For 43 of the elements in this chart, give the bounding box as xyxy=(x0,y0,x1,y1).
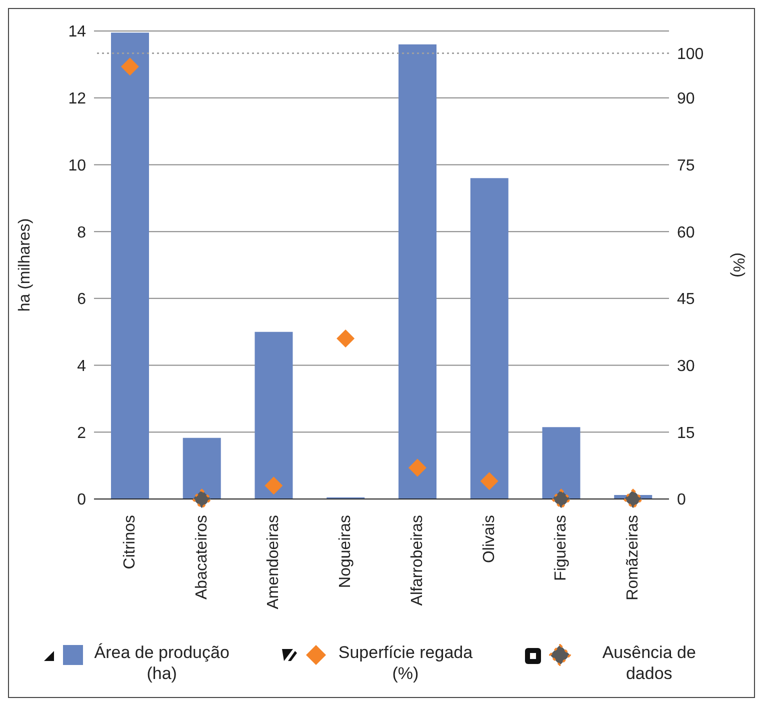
point xyxy=(551,489,572,509)
y2-tick-label: 90 xyxy=(677,90,695,108)
point xyxy=(408,458,426,477)
point xyxy=(480,472,498,490)
y2-tick-label: 0 xyxy=(677,492,686,509)
x-tick-label: Abacateiros xyxy=(193,515,210,600)
y-tick-label: 10 xyxy=(68,157,86,174)
y2-tick-label: 45 xyxy=(677,291,695,308)
bar xyxy=(542,427,580,499)
x-tick-label: Citrinos xyxy=(121,515,138,570)
y2-tick-label: 30 xyxy=(677,358,695,375)
y-tick-label: 14 xyxy=(68,24,86,41)
point xyxy=(336,330,355,348)
y2-axis-title: (%) xyxy=(729,252,746,278)
bar xyxy=(398,44,436,499)
point xyxy=(120,58,139,76)
y2-tick-label: 75 xyxy=(677,157,695,174)
x-tick-label: Alfarrobeiras xyxy=(408,515,426,606)
y2-tick-label: 15 xyxy=(677,424,695,442)
y-tick-label: 6 xyxy=(77,291,86,308)
point xyxy=(192,489,212,509)
x-tick-label: Olivais xyxy=(480,515,498,564)
y2-tick-label: 100 xyxy=(677,46,704,63)
y-tick-label: 2 xyxy=(77,424,86,442)
y-tick-label: 0 xyxy=(77,492,86,509)
y-tick-label: 12 xyxy=(68,90,86,108)
x-tick-label: Nogueiras xyxy=(337,515,354,588)
y-axis-title: ha (milhares) xyxy=(16,218,34,312)
legend-label: Ausência de dados xyxy=(601,642,697,684)
bar xyxy=(111,32,149,499)
bar xyxy=(182,438,221,499)
bar xyxy=(470,178,508,499)
point xyxy=(623,489,644,509)
x-tick-label: Amendoeiras xyxy=(265,515,282,610)
x-tick-label: Figueiras xyxy=(552,515,570,581)
point xyxy=(264,476,283,495)
y2-tick-label: 60 xyxy=(677,224,695,242)
y-tick-label: 8 xyxy=(77,224,86,242)
y-tick-label: 4 xyxy=(77,358,86,375)
legend-label: Área de produção (ha) xyxy=(93,642,230,684)
legend-label: Superfície regada (%) xyxy=(337,642,474,684)
bar xyxy=(254,332,293,499)
x-tick-label: Romãzeiras xyxy=(624,515,642,600)
